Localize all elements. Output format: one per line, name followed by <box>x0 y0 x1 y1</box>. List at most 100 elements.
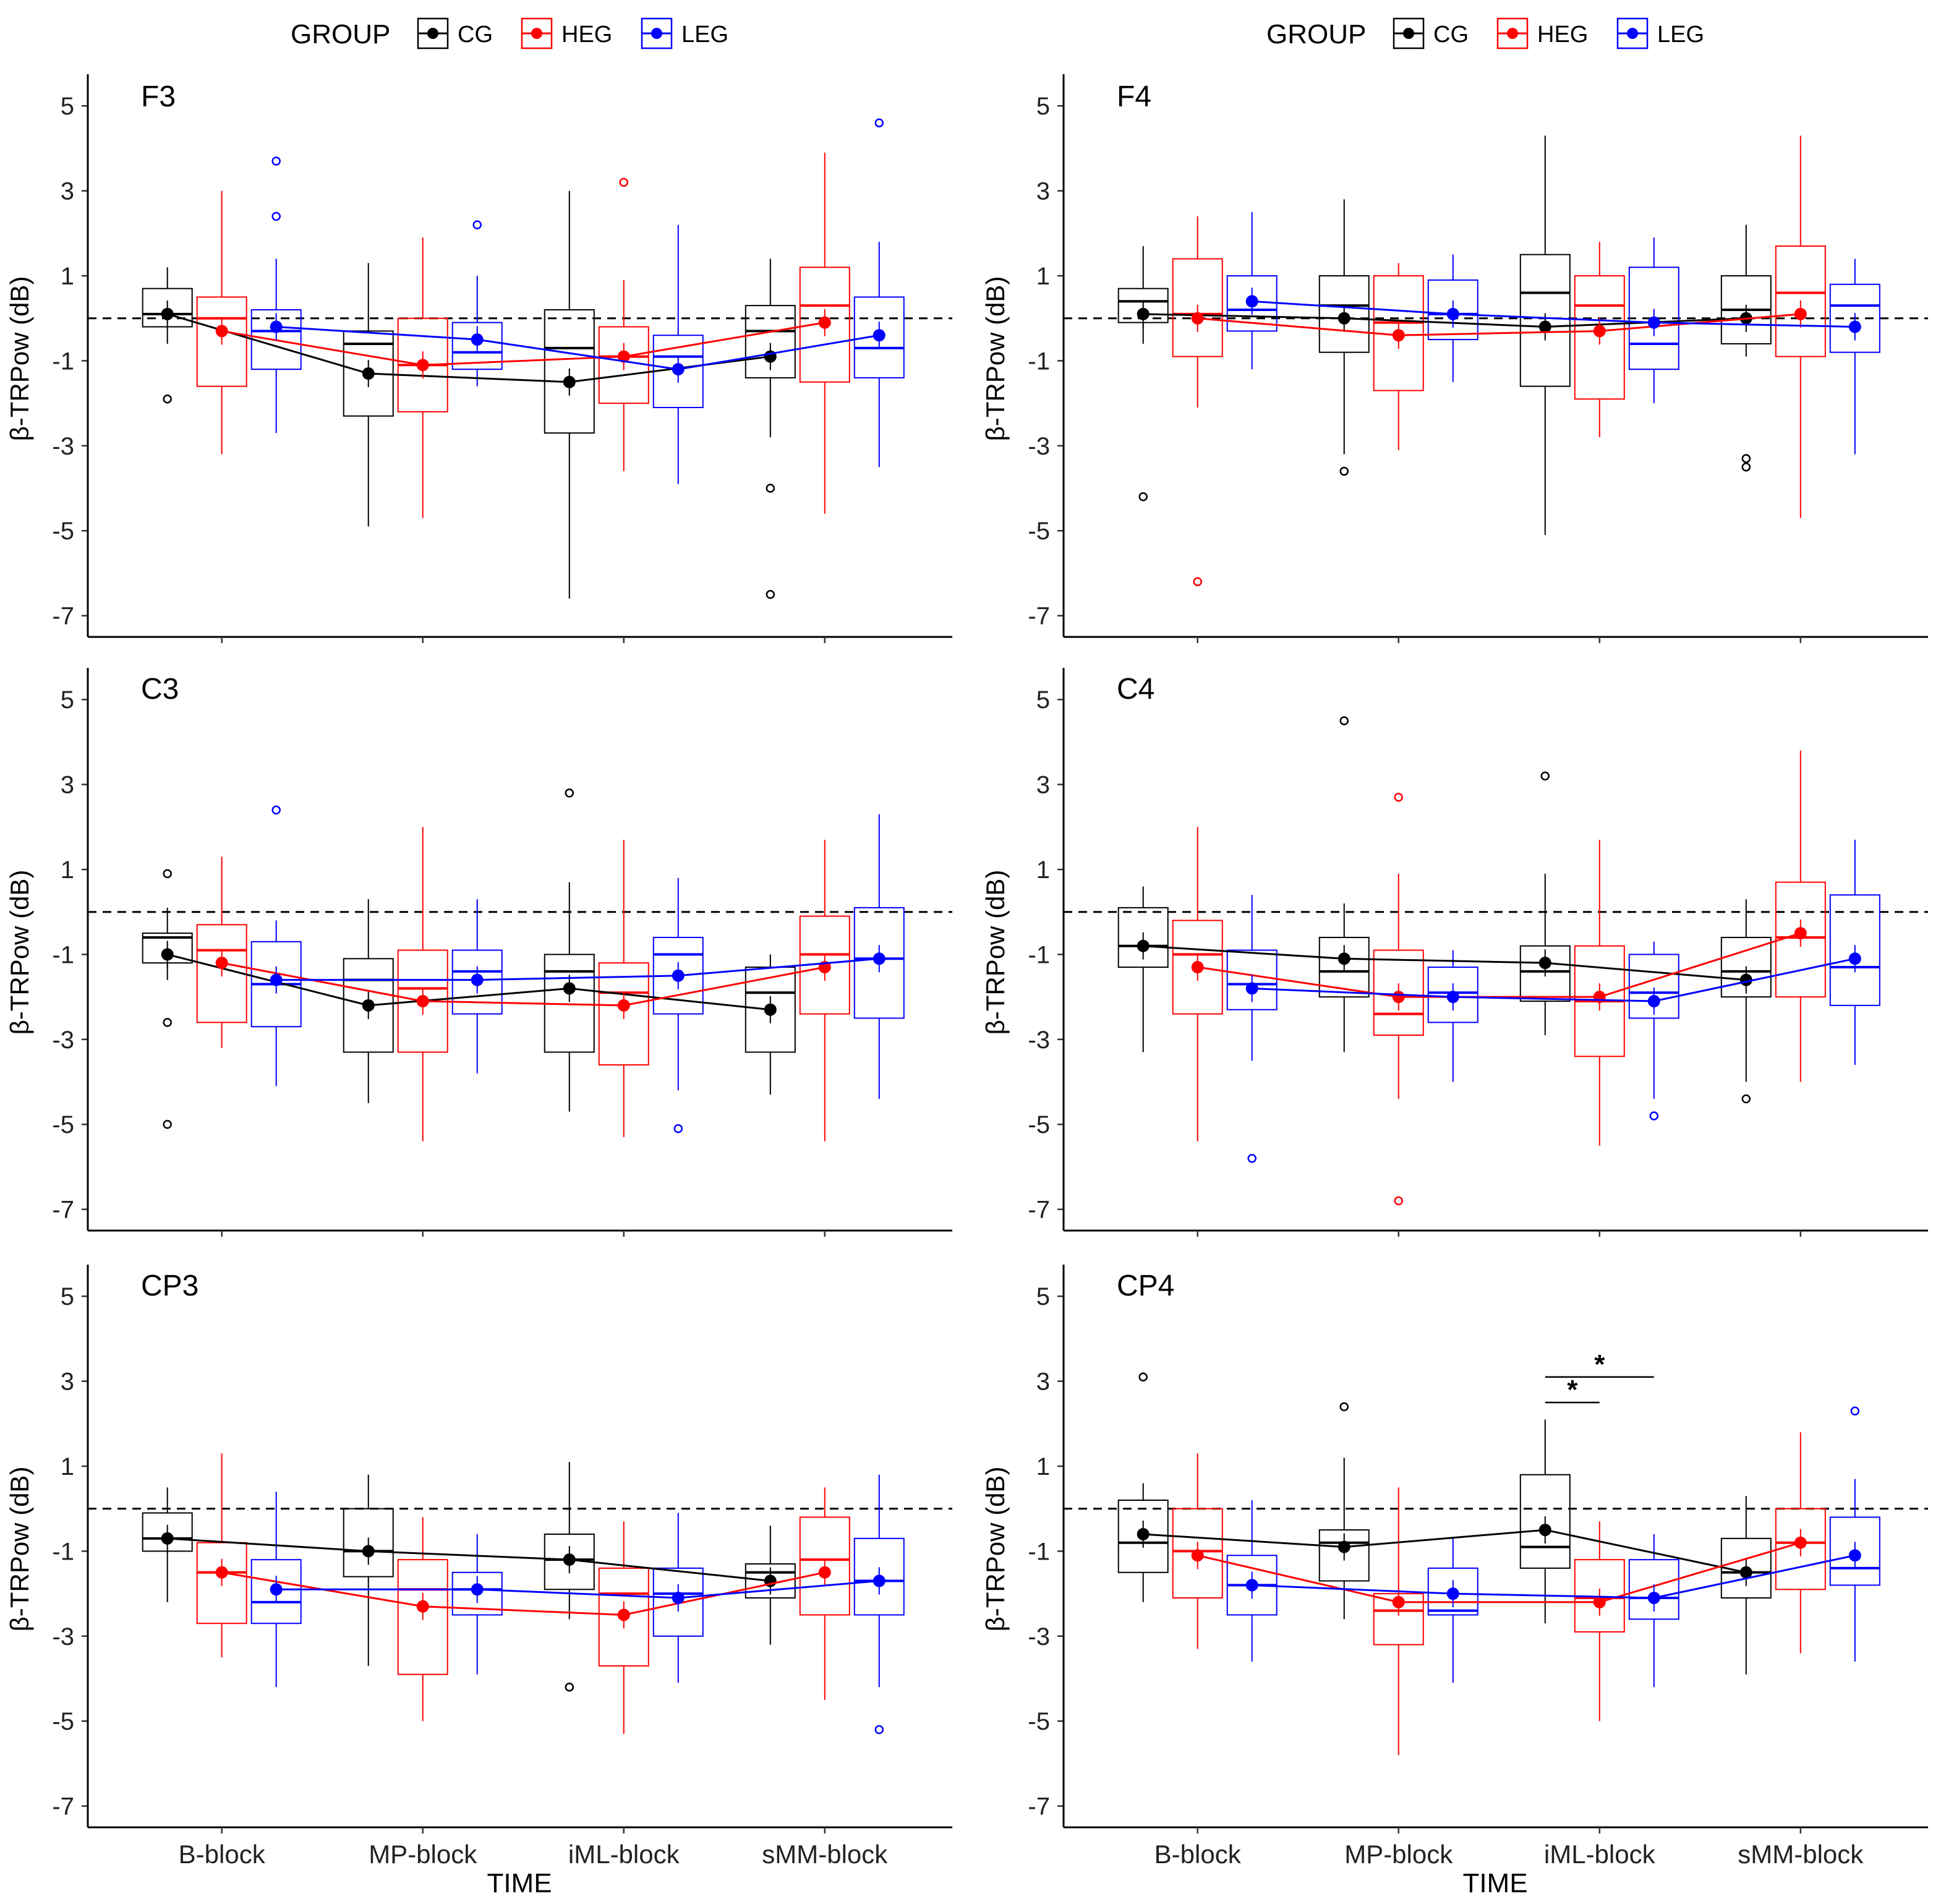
box-iqr <box>343 330 394 417</box>
series-leg <box>1226 839 1880 1163</box>
legend-label: HEG <box>1537 22 1588 48</box>
y-tick-label: 1 <box>1036 263 1050 290</box>
boxplot-cg-smm-block <box>745 258 796 599</box>
mean-point-cg <box>1137 1527 1150 1540</box>
box-iqr <box>1427 279 1479 341</box>
mean-point-leg <box>1245 982 1258 995</box>
series-cg <box>1117 1372 1772 1675</box>
legend-key-dot <box>1507 28 1518 39</box>
mean-point-cg <box>161 1532 174 1545</box>
x-tick-label: MP-block <box>1344 1840 1453 1869</box>
y-tick-label: 1 <box>61 263 74 290</box>
legend-right: GROUP CG HEG LEG <box>1266 17 1704 49</box>
legend-key-heg: HEG <box>1496 17 1588 49</box>
y-tick-label: -3 <box>1028 433 1050 460</box>
legend-label: CG <box>1433 22 1469 48</box>
y-tick-label: 1 <box>1036 856 1050 884</box>
y-axis-title: β-TRPow (dB) <box>5 870 34 1035</box>
panel-c3: 5 3 1 -1 -3 -5 -7 β-TRPow (dB) <box>5 668 952 1237</box>
mean-point-heg <box>416 995 429 1008</box>
legend-key-cg: CG <box>417 17 493 49</box>
box-iqr <box>1628 954 1679 1019</box>
panel-c4: 5 3 1 -1 -3 -5 -7 β-TRPow (dB) <box>981 668 1928 1237</box>
mean-point-cg <box>362 1545 375 1558</box>
y-tick-label: 3 <box>1036 1368 1050 1396</box>
mean-point-heg <box>1392 1595 1405 1608</box>
y-tick-label: -1 <box>52 941 74 968</box>
legend-title: GROUP <box>291 19 390 49</box>
x-tick-label: iML-block <box>1544 1840 1656 1869</box>
series-leg <box>250 805 905 1133</box>
x-axis-title-left: TIME <box>487 1868 552 1898</box>
box-iqr <box>745 1563 796 1599</box>
box-iqr <box>853 1537 905 1616</box>
box-iqr <box>343 1508 394 1577</box>
mean-line-cg <box>167 953 770 1011</box>
outlier-point <box>766 484 775 493</box>
outlier-point <box>1394 1196 1403 1206</box>
box-iqr <box>1318 936 1370 998</box>
box-iqr <box>1172 920 1223 1015</box>
mean-point-cg <box>1137 939 1150 952</box>
legend-key-leg: LEG <box>1616 17 1704 49</box>
mean-point-cg <box>362 999 375 1012</box>
legend-key-dot <box>1627 28 1638 39</box>
y-axis-title: β-TRPow (dB) <box>981 870 1010 1035</box>
y-axis-title: β-TRPow (dB) <box>5 1467 34 1632</box>
mean-point-leg <box>1647 316 1660 329</box>
mean-point-heg <box>617 350 630 363</box>
outlier-point <box>163 869 172 879</box>
legend-key-dot <box>427 28 438 39</box>
series-leg <box>250 1474 905 1735</box>
mean-point-heg <box>215 957 228 970</box>
legend-key-dot <box>531 28 542 39</box>
x-axis-title-right: TIME <box>1462 1868 1527 1898</box>
y-tick-label: 5 <box>61 93 74 120</box>
mean-point-heg <box>1392 329 1405 342</box>
y-tick-label: 3 <box>61 772 74 799</box>
y-tick-label: 5 <box>1036 93 1050 120</box>
legend-key-leg: LEG <box>641 17 728 49</box>
box-iqr <box>1574 275 1625 400</box>
box-iqr <box>1829 1516 1880 1586</box>
x-tick-label: B-block <box>179 1840 266 1869</box>
box-iqr <box>1519 945 1571 1002</box>
mean-point-leg <box>1446 307 1459 320</box>
outlier-point <box>163 1018 172 1027</box>
boxplot-leg-iml-block <box>652 1513 704 1683</box>
mean-point-heg <box>818 1566 831 1579</box>
outlier-point <box>1138 1372 1148 1382</box>
mean-point-cg <box>161 948 174 961</box>
mean-point-leg <box>471 1583 484 1596</box>
boxplot-leg-iml-block <box>1628 237 1679 404</box>
y-tick-label: -3 <box>52 1623 74 1650</box>
box-iqr <box>1318 1529 1370 1582</box>
box-iqr <box>1775 881 1826 998</box>
mean-point-leg <box>1848 1549 1861 1562</box>
outlier-point <box>1193 577 1202 586</box>
legend-label: LEG <box>1657 22 1704 48</box>
y-tick-label: -5 <box>52 1708 74 1735</box>
y-tick-label: -7 <box>1028 603 1050 630</box>
box-iqr <box>1318 275 1370 353</box>
mean-line-leg <box>276 325 880 370</box>
outlier-point <box>1540 771 1550 781</box>
mean-point-leg <box>1245 295 1258 308</box>
x-tick-label: iML-block <box>568 1840 680 1869</box>
outlier-point <box>1339 466 1349 476</box>
significance-bracket: * <box>1545 1375 1600 1405</box>
box-iqr <box>1519 254 1571 387</box>
y-tick-label: -1 <box>52 1538 74 1565</box>
mean-point-heg <box>617 1608 630 1621</box>
legend-key-cg: CG <box>1393 17 1469 49</box>
legend-key-dot <box>1403 28 1414 39</box>
box-iqr <box>397 1559 448 1675</box>
mean-line-cg <box>1143 1529 1747 1574</box>
mean-point-cg <box>563 1553 576 1566</box>
y-tick-label: -7 <box>52 603 74 630</box>
mean-point-heg <box>416 1600 429 1613</box>
mean-point-cg <box>1338 312 1351 325</box>
mean-point-leg <box>471 973 484 986</box>
legend-key-dot <box>651 28 662 39</box>
